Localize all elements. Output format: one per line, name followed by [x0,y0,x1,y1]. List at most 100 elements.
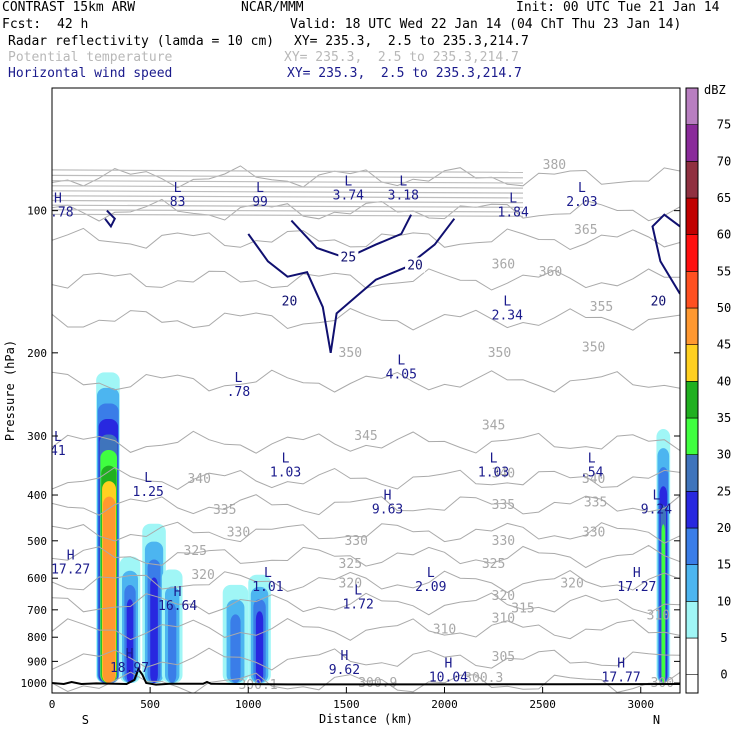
extremum-value: 4.05 [386,367,417,382]
theta-contour-upper [52,185,524,189]
extremum-marker-L: L [354,583,362,598]
theta-label: 360 [539,265,562,280]
extremum-marker-H: H [54,192,62,207]
wind-contour-label-bg [648,293,669,309]
extremum-marker-H: H [174,585,182,600]
colorbar-swatch-45 [685,307,699,345]
theta-label: 320 [191,568,214,583]
y-tick-label: 100 [27,205,47,218]
fcst-value: 42 h [57,17,89,32]
extremum-marker-L: L [397,353,405,368]
reflectivity-column-5-20 [255,611,264,683]
field-reflectivity-xy: XY= 235.3, 2.5 to 235.3,214.7 [294,34,529,49]
colorbar-label: 40 [717,374,731,388]
x-end-label-north: N [653,713,660,727]
extremum-value: 3.74 [333,189,364,204]
plot-frame [51,87,681,694]
extremum-marker-H: H [445,657,453,672]
colorbar-swatch-60 [685,197,699,235]
colorbar-swatch-50 [685,271,699,309]
colorbar-swatch-55 [685,234,699,272]
extremum-marker-L: L [578,181,586,196]
extremum-value: 2.34 [492,308,523,323]
x-tick-label: 2000 [431,698,458,711]
extremum-value: 16.64 [158,599,197,614]
field-reflectivity: Radar reflectivity (lamda = 10 cm) [8,34,275,49]
fcst-label: Fcst: [2,17,42,32]
colorbar-swatch-5 [685,601,699,639]
theta-label: 350 [339,346,362,361]
colorbar-swatch-10 [685,564,699,602]
theta-label: 335 [584,496,607,511]
extremum-value: 83 [170,195,186,210]
init-time: Init: 00 UTC Tue 21 Jan 14 [516,0,720,15]
y-tick-label: 200 [27,347,47,360]
extremum-value: 6.78 [42,206,73,221]
field-wind: Horizontal wind speed [8,66,173,81]
x-tick-label: 1000 [235,698,262,711]
colorbar-label: 45 [717,338,731,352]
colorbar-swatch-0 [685,637,699,675]
extremum-marker-L: L [399,175,407,190]
extremum-marker-H: H [126,647,134,662]
theta-label: 300.1 [238,678,277,693]
reflectivity-column-6-30 [661,524,666,683]
colorbar-units: dBZ [704,83,726,97]
theta-label: 330 [344,534,367,549]
colorbar-swatch-70 [685,124,699,162]
colorbar-label: 25 [717,484,731,498]
wind-contour [104,209,117,229]
theta-contour-320 [52,570,680,594]
extremum-marker-L: L [427,566,435,581]
theta-contour-300 [52,671,680,693]
theta-label: 340 [492,466,515,481]
extremum-marker-L: L [174,181,182,196]
extremum-value: 17.27 [51,563,90,578]
y-tick-label: 500 [27,535,47,548]
colorbar-frame [685,87,699,694]
colorbar-swatch-35 [685,381,699,419]
theta-label: 305 [492,650,515,665]
theta-label: 360 [492,257,515,272]
theta-contour-upper [52,209,524,213]
theta-contour-340 [52,466,680,490]
wind-contour [247,218,456,353]
extremum-value: 17.27 [617,580,656,595]
theta-label: 320 [492,589,515,604]
theta-contour-upper [52,213,524,217]
extremum-marker-L: L [54,430,62,445]
theta-contour-365 [52,227,680,251]
theta-label: 355 [590,300,613,315]
theta-contour-upper [52,180,524,184]
theta-contour-355 [52,307,680,331]
theta-label: 350 [488,346,511,361]
colorbar-swatch-65 [685,161,699,199]
theta-label: 330 [492,534,515,549]
reflectivity-column-4-15 [230,614,241,683]
extremum-value: 9.62 [329,663,360,678]
field-wind-xy: XY= 235.3, 2.5 to 235.3,214.7 [287,66,522,81]
theta-label: 310 [433,622,456,637]
colorbar-label: 75 [717,118,731,132]
extremum-marker-L: L [344,175,352,190]
wind-contour [651,213,680,295]
extremum-marker-L: L [653,488,661,503]
theta-label: 310 [647,609,670,624]
theta-contour-305 [52,647,680,671]
extremum-marker-H: H [340,649,348,664]
extremum-marker-L: L [490,452,498,467]
extremum-marker-L: L [235,371,243,386]
theta-contour-315 [52,592,680,616]
x-tick-label: 2500 [529,698,556,711]
wind-contour-label: 20 [282,295,298,310]
extremum-value: 1.03 [270,466,301,481]
theta-contour-345 [52,430,680,454]
extremum-value: 9.63 [372,502,403,517]
y-tick-label: 800 [27,631,47,644]
extremum-value: 17.77 [602,671,641,686]
colorbar-swatch-25 [685,454,699,492]
center-title: NCAR/MMM [241,0,304,15]
extremum-value: 9.24 [641,502,672,517]
extremum-value: 1.84 [498,206,529,221]
